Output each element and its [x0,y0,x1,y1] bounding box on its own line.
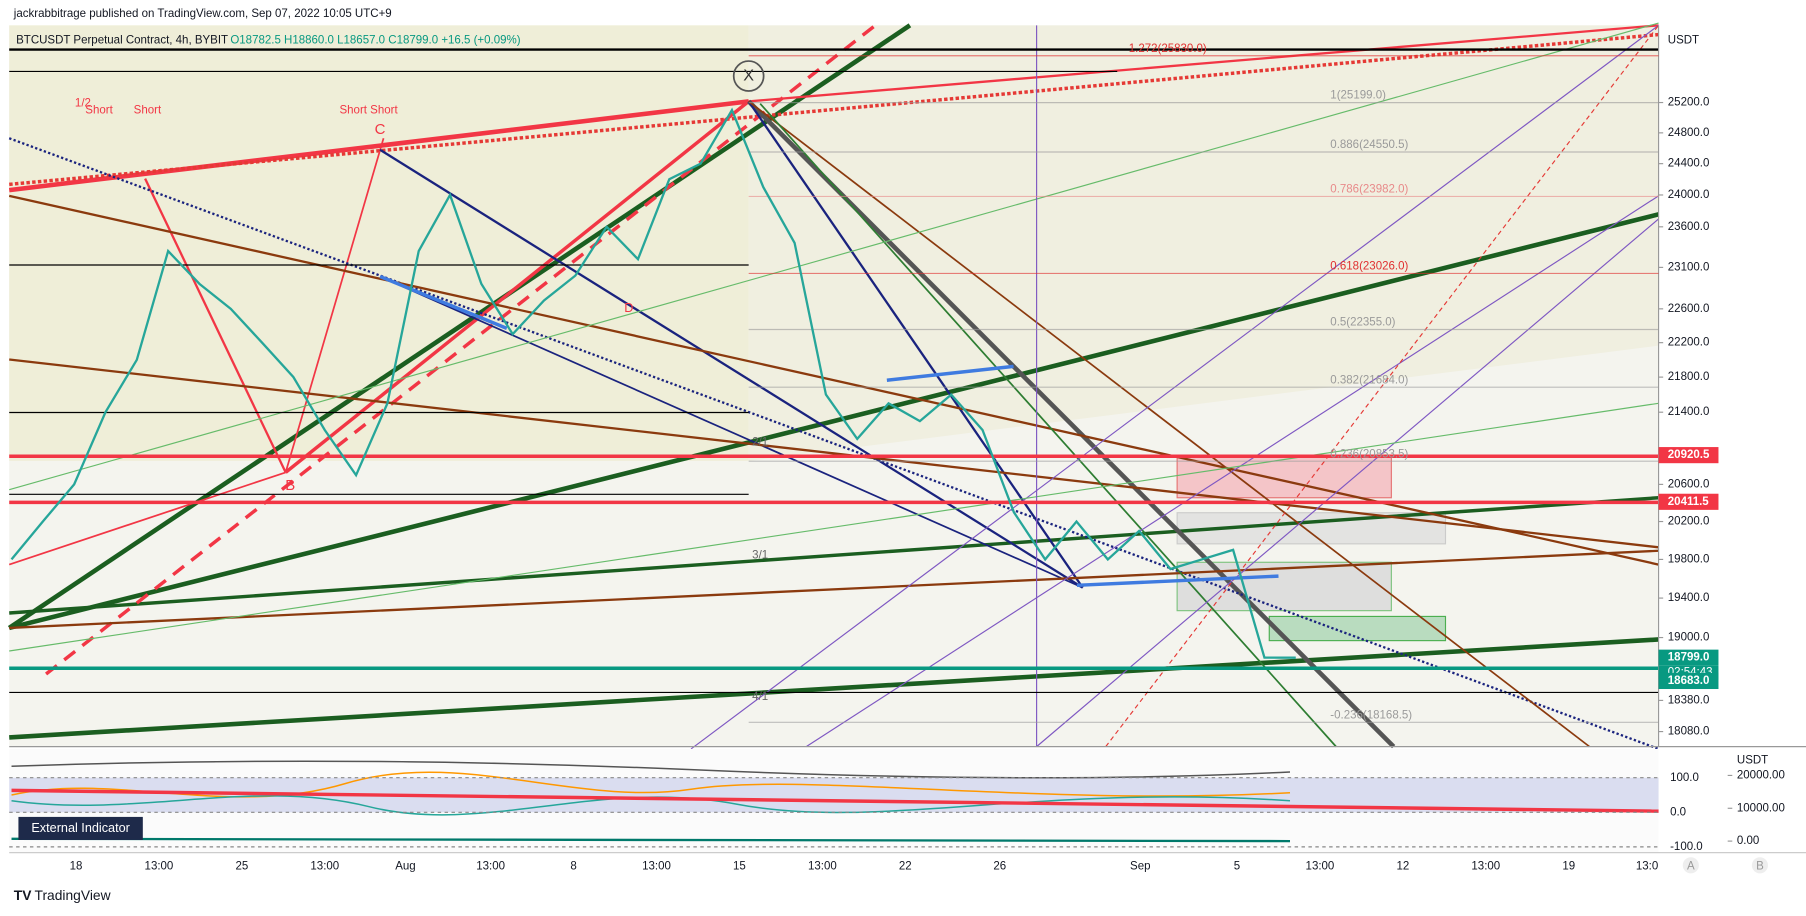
price-line [10,107,1296,659]
price-tick-label: 20200.0 [1668,516,1710,528]
scale-button-label[interactable]: B [1756,861,1764,873]
fib-label: -0.236(18168.5) [1330,709,1412,721]
fib-label: 0.5(22355.0) [1330,317,1395,329]
zone-box [1176,455,1392,499]
time-tick-label: 13:0 [1636,861,1658,873]
time-tick-label: 15 [733,861,746,873]
price-tag-label: 18683.0 [1668,675,1710,687]
indicator-tick-label: 20000.00 [1737,769,1785,781]
footer-logo: TV [14,887,32,903]
indicator-tick-label: 0.0 [1670,806,1686,818]
price-tick-label: 18080.0 [1668,726,1710,738]
indicator-unit: USDT [1737,754,1768,766]
price-tag-label: 20411.5 [1668,496,1710,508]
pattern-label: 3/1 [752,549,768,561]
fib-label: 1(25199.0) [1330,90,1386,102]
price-tick-label: 19800.0 [1668,553,1710,565]
fib-label: 0.786(23982.0) [1330,184,1408,196]
pattern-marker [732,60,765,92]
scale-button[interactable] [1682,857,1699,874]
price-tick-label: 25200.0 [1668,97,1710,109]
time-tick-label: 25 [235,861,248,873]
time-tick-label: 13:00 [476,861,505,873]
price-tick-label: 23100.0 [1668,261,1710,273]
time-tick-label: 13:00 [642,861,671,873]
price-tag-label: 18799.0 [1668,652,1710,664]
time-tick-label: 8 [570,861,576,873]
fib-label: 0.236(20853.5) [1330,448,1408,460]
pattern-label: 1/2 [75,98,91,110]
pattern-label: D [624,301,633,315]
price-tag [1658,649,1719,666]
price-tag [1658,672,1719,690]
publisher: jackrabbitrage published on TradingView.… [13,8,392,20]
indicator-label: External Indicator [31,821,129,835]
price-tick-label: 22600.0 [1668,303,1710,315]
price-tick-label: 19400.0 [1668,592,1710,604]
time-tick-label: Aug [395,861,415,873]
indicator-tick-label: -100.0 [1670,841,1703,853]
price-tick-label: 23600.0 [1668,221,1710,233]
time-tick-label: 26 [993,861,1006,873]
time-tick-label: 22 [899,861,912,873]
symbol: BTCUSDT Perpetual Contract, 4h, BYBIT [16,34,228,46]
scale-button-label[interactable]: A [1687,861,1695,873]
zone-box [1176,561,1392,612]
time-tick-label: 13:00 [808,861,837,873]
fib-label: 0.886(24550.5) [1330,139,1408,151]
zone [748,25,1659,461]
pattern-label: 4/1 [752,691,768,703]
time-tick-label: 13:00 [310,861,339,873]
indicator-tick-label: 0.00 [1737,835,1759,847]
scale-button[interactable] [1751,857,1768,874]
footer: TradingView [35,887,112,903]
indicator-tick-label: 10000.00 [1737,802,1785,814]
price-tag [1658,447,1719,464]
time-tick-label: 18 [70,861,83,873]
fib-label: 0.618(23026.0) [1330,261,1408,273]
time-tick-label: 5 [1234,861,1240,873]
ohlc: O18782.5 H18860.0 L18657.0 C18799.0 +16.… [230,34,520,46]
price-tick-label: 21400.0 [1668,406,1710,418]
pattern-label: 2/1 [752,436,768,448]
indicator-tick-label: 100.0 [1670,772,1699,784]
trendlines [7,22,1660,751]
price-tick-label: 24000.0 [1668,189,1710,201]
price-tag-label: 20920.5 [1668,449,1710,461]
price-tick-label: 22200.0 [1668,337,1710,349]
time-tick-label: Sep [1130,861,1150,873]
price-tick-label: 18380.0 [1668,694,1710,706]
price-tick-label: 20600.0 [1668,478,1710,490]
fib-label: 0.382(21684.0) [1330,374,1408,386]
price-tick-label: 21800.0 [1668,371,1710,383]
pattern-label: Short Short [339,105,398,117]
price-tick-label: 24800.0 [1668,127,1710,139]
zone-box [1268,615,1447,642]
pattern-label: C [375,121,386,138]
zone [9,25,749,461]
pattern-label: X [743,66,754,84]
pattern-label: B [285,477,295,494]
time-tick-label: 13:00 [1471,861,1500,873]
price-tick-label: 19000.0 [1668,632,1710,644]
time-tick-label: 13:00 [1306,861,1335,873]
price-tick-label: 24400.0 [1668,158,1710,170]
time-tick-label: 12 [1396,861,1409,873]
fib-label: 1.272(25830.0) [1129,43,1207,55]
price-tag [1658,493,1719,510]
time-tick-label: 19 [1562,861,1575,873]
pattern-label: Short [85,105,113,117]
pattern-label: Short [134,105,162,117]
time-tick-label: 13:00 [145,861,174,873]
indicator-label-box [18,816,143,840]
price-unit: USDT [1668,34,1699,46]
